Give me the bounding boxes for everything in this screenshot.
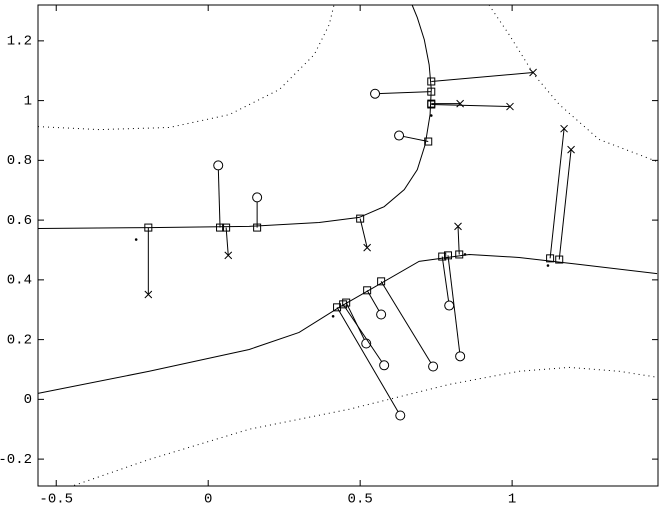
circle-marker: [395, 410, 406, 421]
projection-line: [217, 165, 221, 228]
y-tick-label: 0.2: [7, 332, 32, 348]
projection-line: [342, 304, 385, 366]
projection-marker: [555, 255, 564, 264]
projection-line: [558, 149, 572, 260]
dot-marker: [429, 114, 433, 117]
projection-line: [457, 226, 460, 255]
projection-line: [441, 256, 450, 306]
x-tick-label: -0.5: [39, 492, 73, 508]
projection-marker: [363, 286, 372, 295]
projection-line: [336, 307, 401, 416]
projection-marker: [427, 100, 436, 109]
curve: [37, 4, 335, 131]
x-tick-label: 1: [508, 492, 516, 508]
projection-line: [431, 103, 511, 108]
circle-marker: [370, 88, 381, 99]
circle-marker: [252, 192, 263, 203]
projection-marker: [424, 137, 433, 146]
curve: [37, 253, 658, 394]
projection-line: [431, 72, 534, 82]
plot-frame: [37, 4, 659, 487]
curve: [488, 4, 658, 163]
projection-marker: [333, 303, 342, 312]
projection-marker: [546, 254, 555, 263]
cross-marker: [456, 99, 465, 108]
y-tick-label: -0.2: [0, 452, 32, 468]
x-tick-label: 0.5: [348, 492, 373, 508]
dot-marker: [331, 315, 335, 318]
projection-line: [225, 227, 229, 256]
cross-marker: [454, 222, 462, 231]
circle-marker: [455, 351, 466, 362]
projection-marker: [455, 250, 464, 259]
cross-marker: [506, 102, 514, 111]
projection-marker: [443, 251, 452, 260]
projection-line: [447, 255, 461, 357]
projection-marker: [222, 223, 231, 232]
y-tick-label: 0.4: [7, 273, 32, 289]
curve: [74, 366, 658, 486]
circle-marker: [379, 360, 390, 371]
curve: [37, 4, 432, 229]
projection-line: [375, 91, 432, 95]
circle-marker: [376, 309, 387, 320]
y-tick-label: 0.8: [7, 153, 32, 169]
projection-line: [380, 281, 434, 367]
projection-line: [359, 218, 368, 248]
dot-marker: [134, 238, 138, 241]
dot-marker: [546, 264, 550, 267]
y-tick-label: 1.2: [7, 34, 32, 50]
projection-line: [549, 128, 565, 259]
projection-marker: [356, 214, 365, 223]
y-tick-label: 1: [24, 93, 32, 109]
circle-marker: [428, 361, 439, 372]
cross-marker: [144, 290, 153, 299]
circle-marker: [444, 300, 455, 311]
circle-marker: [394, 130, 405, 141]
projection-marker: [438, 252, 447, 261]
projection-marker: [216, 223, 225, 232]
cross-marker: [224, 251, 233, 260]
cross-marker: [567, 145, 575, 154]
cross-marker: [363, 243, 372, 252]
projection-marker: [253, 223, 262, 232]
cross-marker: [560, 124, 568, 133]
projection-marker: [339, 300, 348, 309]
x-tick-label: 0: [204, 492, 212, 508]
y-tick-label: 0: [24, 392, 32, 408]
y-tick-label: 0.6: [7, 213, 32, 229]
circle-marker: [213, 160, 224, 171]
